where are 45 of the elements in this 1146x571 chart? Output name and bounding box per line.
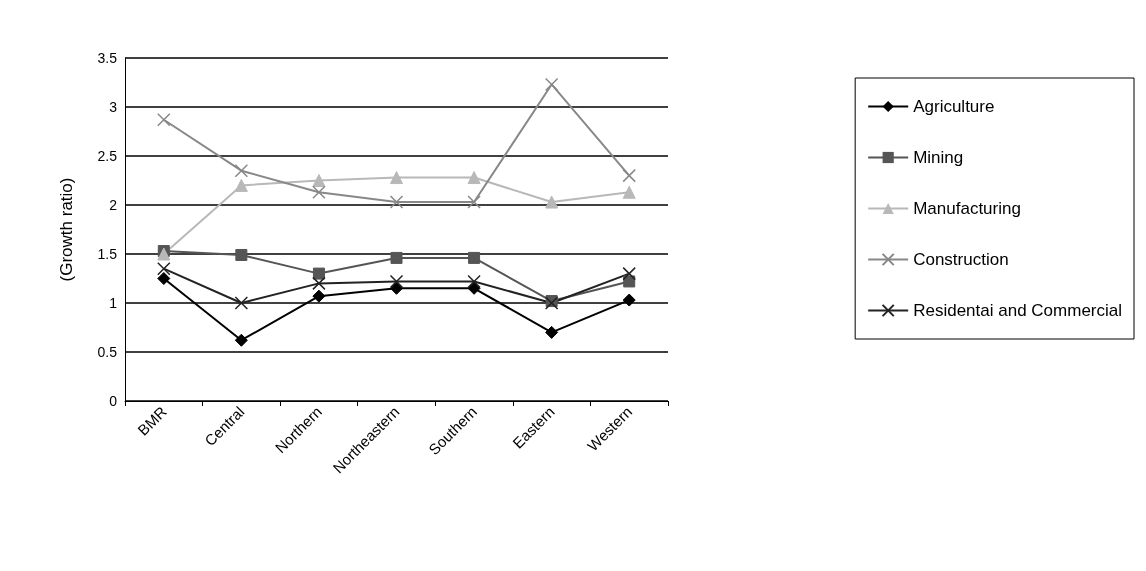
point <box>312 267 325 280</box>
legend-label: Mining <box>913 148 964 167</box>
point <box>622 266 636 281</box>
point <box>390 171 403 185</box>
point <box>234 178 248 192</box>
legend-label: Manufacturing <box>913 199 1021 218</box>
point <box>467 274 481 289</box>
point <box>545 195 559 209</box>
point <box>312 174 326 187</box>
point <box>544 77 559 92</box>
point <box>545 325 559 339</box>
point <box>234 296 249 310</box>
y-tick-label: 3 <box>109 99 118 115</box>
point <box>312 276 326 291</box>
y-tick-label: 1.5 <box>97 246 118 262</box>
point <box>467 195 481 209</box>
point <box>468 251 481 264</box>
point <box>622 293 636 307</box>
point <box>467 171 481 185</box>
point <box>467 281 481 295</box>
legend-label: Agriculture <box>913 97 995 116</box>
point <box>623 275 636 288</box>
point <box>157 272 171 285</box>
point <box>312 185 326 200</box>
point <box>389 274 404 289</box>
y-tick-label: 1 <box>109 295 118 311</box>
point <box>234 163 249 178</box>
point <box>622 168 636 183</box>
y-tick-label: 0.5 <box>97 344 118 360</box>
point <box>235 248 248 261</box>
point <box>622 185 636 199</box>
y-axis-title: (Growth ratio) <box>57 177 76 282</box>
point <box>390 281 403 295</box>
y-tick-label: 2 <box>109 197 118 213</box>
legend-label: Construction <box>913 250 1009 269</box>
point <box>312 289 326 303</box>
legend-label: Residentai and Commercial <box>913 301 1123 320</box>
y-tick-label: 2.5 <box>97 148 118 164</box>
point <box>157 261 171 276</box>
y-tick-label: 0 <box>109 393 118 409</box>
y-tick-label: 3.5 <box>97 50 118 66</box>
point <box>390 251 403 264</box>
point <box>389 195 404 209</box>
point <box>157 112 171 127</box>
point <box>234 333 248 347</box>
